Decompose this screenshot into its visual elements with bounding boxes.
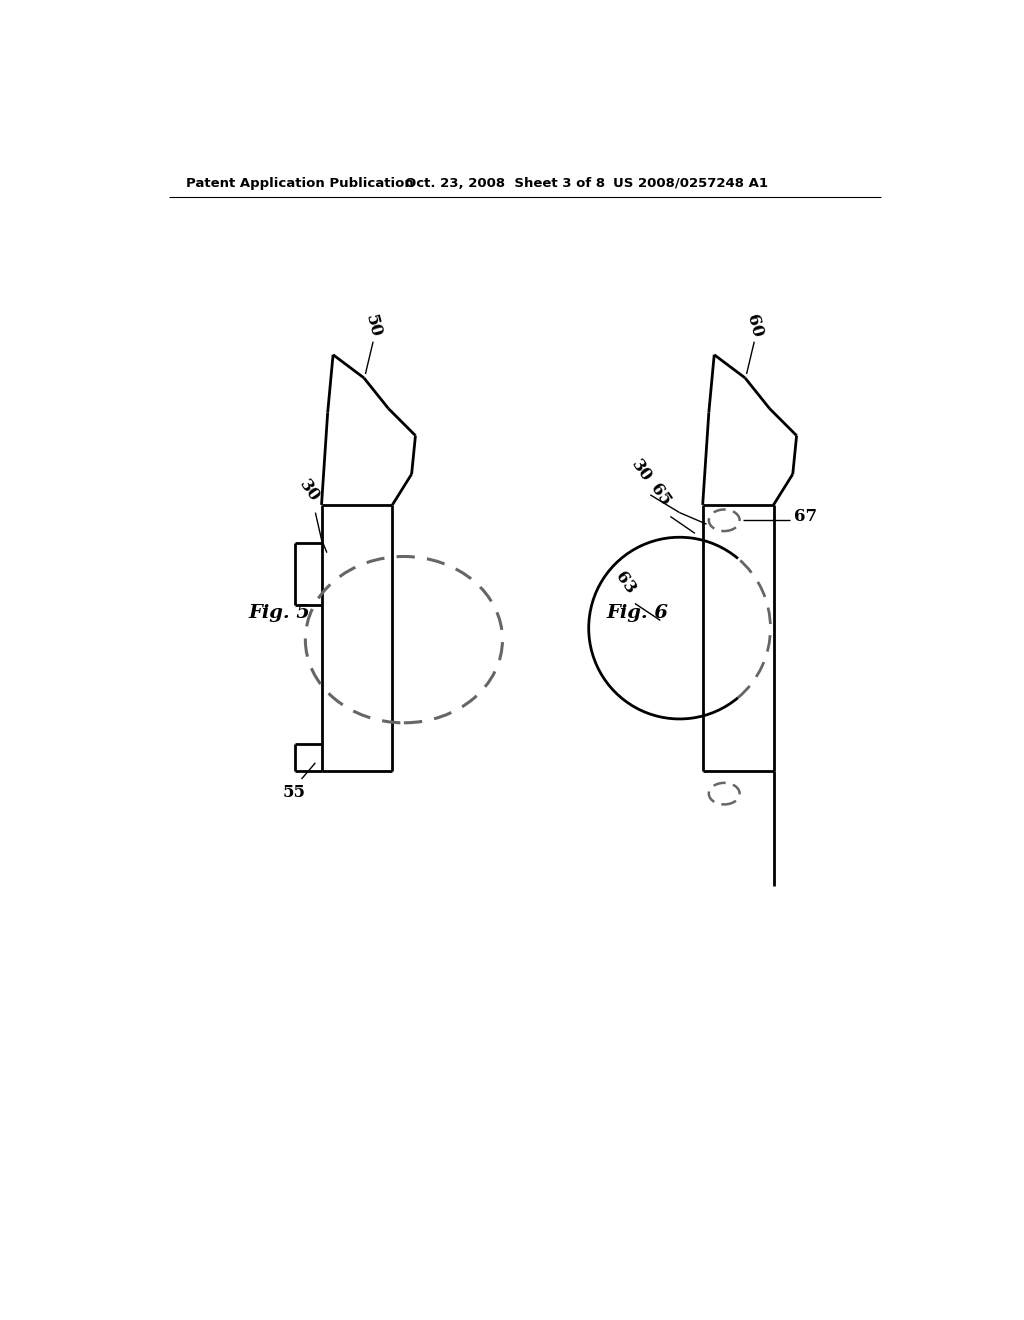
Text: Fig. 5: Fig. 5 [249,603,310,622]
Text: 30: 30 [296,477,323,506]
Text: US 2008/0257248 A1: US 2008/0257248 A1 [613,177,768,190]
Text: Fig. 6: Fig. 6 [606,603,669,622]
Text: 30: 30 [628,457,654,486]
Text: 50: 50 [361,313,384,339]
Text: 65: 65 [647,480,674,508]
Text: 55: 55 [283,784,306,801]
Text: 60: 60 [743,313,766,339]
Text: 63: 63 [612,569,639,598]
Text: Patent Application Publication: Patent Application Publication [186,177,414,190]
Text: Oct. 23, 2008  Sheet 3 of 8: Oct. 23, 2008 Sheet 3 of 8 [404,177,605,190]
Text: 67: 67 [794,508,817,525]
